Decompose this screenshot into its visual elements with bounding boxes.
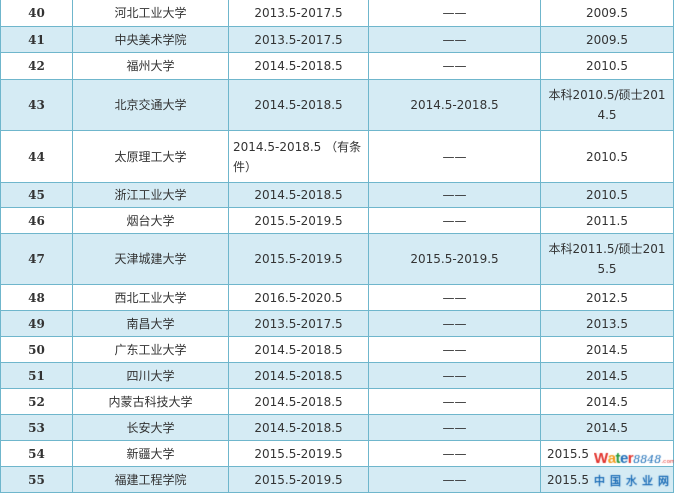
row-number: 55 xyxy=(0,466,73,493)
first-accredited-date: 2009.5 xyxy=(540,26,674,53)
row-number: 51 xyxy=(0,362,73,389)
school-name: 新疆大学 xyxy=(72,440,229,467)
row-number: 50 xyxy=(0,336,73,363)
first-accredited-date: 本科2011.5/硕士2015.5 xyxy=(540,233,674,285)
first-accredited-date: 2012.5 xyxy=(540,284,674,311)
first-accredited-date: 2009.5 xyxy=(540,0,674,27)
accreditation-period: 2015.5-2019.5 xyxy=(228,233,369,285)
graduate-period: —— xyxy=(368,336,541,363)
accreditation-period: 2014.5-2018.5 xyxy=(228,388,369,415)
table-row: 46 烟台大学 2015.5-2019.5 —— 2011.5 xyxy=(0,207,674,234)
row-number: 48 xyxy=(0,284,73,311)
table-row: 54 新疆大学 2015.5-2019.5 —— 2015.5 xyxy=(0,440,674,467)
school-name: 天津城建大学 xyxy=(72,233,229,285)
school-name: 四川大学 xyxy=(72,362,229,389)
graduate-period: —— xyxy=(368,414,541,441)
first-accredited-date: 2013.5 xyxy=(540,310,674,337)
graduate-period: —— xyxy=(368,26,541,53)
accreditation-period: 2016.5-2020.5 xyxy=(228,284,369,311)
accreditation-period: 2014.5-2018.5 xyxy=(228,52,369,80)
table-row: 44 太原理工大学 2014.5-2018.5 （有条件） —— 2010.5 xyxy=(0,130,674,183)
graduate-period: —— xyxy=(368,130,541,183)
school-name: 烟台大学 xyxy=(72,207,229,234)
school-name: 福建工程学院 xyxy=(72,466,229,493)
row-number: 40 xyxy=(0,0,73,27)
table-row: 42 福州大学 2014.5-2018.5 —— 2010.5 xyxy=(0,52,674,80)
school-name: 太原理工大学 xyxy=(72,130,229,183)
table-row: 40 河北工业大学 2013.5-2017.5 —— 2009.5 xyxy=(0,0,674,27)
accreditation-period: 2014.5-2018.5 xyxy=(228,336,369,363)
table-row: 43 北京交通大学 2014.5-2018.5 2014.5-2018.5 本科2010… xyxy=(0,79,674,131)
table-row: 41 中央美术学院 2013.5-2017.5 —— 2009.5 xyxy=(0,26,674,53)
graduate-period: —— xyxy=(368,182,541,208)
first-accredited-date: 2014.5 xyxy=(540,388,674,415)
school-name: 浙江工业大学 xyxy=(72,182,229,208)
table-row: 51 四川大学 2014.5-2018.5 —— 2014.5 xyxy=(0,362,674,389)
first-accredited-date: 2014.5 xyxy=(540,414,674,441)
graduate-period: —— xyxy=(368,440,541,467)
school-name: 北京交通大学 xyxy=(72,79,229,131)
graduate-period: —— xyxy=(368,52,541,80)
row-number: 53 xyxy=(0,414,73,441)
school-name: 长安大学 xyxy=(72,414,229,441)
row-number: 43 xyxy=(0,79,73,131)
accreditation-period: 2015.5-2019.5 xyxy=(228,466,369,493)
school-name: 河北工业大学 xyxy=(72,0,229,27)
accreditation-period: 2015.5-2019.5 xyxy=(228,440,369,467)
row-number: 46 xyxy=(0,207,73,234)
accreditation-period: 2014.5-2018.5 xyxy=(228,414,369,441)
graduate-period: —— xyxy=(368,207,541,234)
table-row: 53 长安大学 2014.5-2018.5 —— 2014.5 xyxy=(0,414,674,441)
row-number: 47 xyxy=(0,233,73,285)
accreditation-period: 2014.5-2018.5 （有条件） xyxy=(228,130,369,183)
first-accredited-date: 2014.5 xyxy=(540,336,674,363)
row-number: 45 xyxy=(0,182,73,208)
table-row: 50 广东工业大学 2014.5-2018.5 —— 2014.5 xyxy=(0,336,674,363)
graduate-period: —— xyxy=(368,362,541,389)
accreditation-period: 2014.5-2018.5 xyxy=(228,182,369,208)
graduate-period: 2015.5-2019.5 xyxy=(368,233,541,285)
graduate-period: —— xyxy=(368,310,541,337)
graduate-period: 2014.5-2018.5 xyxy=(368,79,541,131)
school-name: 内蒙古科技大学 xyxy=(72,388,229,415)
row-number: 52 xyxy=(0,388,73,415)
row-number: 54 xyxy=(0,440,73,467)
school-name: 西北工业大学 xyxy=(72,284,229,311)
first-accredited-date: 本科2010.5/硕士2014.5 xyxy=(540,79,674,131)
graduate-period: —— xyxy=(368,0,541,27)
first-accredited-date: 2010.5 xyxy=(540,130,674,183)
first-accredited-date: 2015.5 xyxy=(540,440,674,467)
table-row: 52 内蒙古科技大学 2014.5-2018.5 —— 2014.5 xyxy=(0,388,674,415)
table-row: 47 天津城建大学 2015.5-2019.5 2015.5-2019.5 本科2011… xyxy=(0,233,674,285)
school-name: 福州大学 xyxy=(72,52,229,80)
first-accredited-date: 2015.5 xyxy=(540,466,674,493)
table-row: 48 西北工业大学 2016.5-2020.5 —— 2012.5 xyxy=(0,284,674,311)
accreditation-period: 2014.5-2018.5 xyxy=(228,362,369,389)
row-number: 42 xyxy=(0,52,73,80)
first-accredited-date: 2010.5 xyxy=(540,182,674,208)
table-row: 49 南昌大学 2013.5-2017.5 —— 2013.5 xyxy=(0,310,674,337)
accreditation-period: 2015.5-2019.5 xyxy=(228,207,369,234)
graduate-period: —— xyxy=(368,388,541,415)
school-name: 南昌大学 xyxy=(72,310,229,337)
table-row: 55 福建工程学院 2015.5-2019.5 —— 2015.5 xyxy=(0,466,674,493)
school-name: 中央美术学院 xyxy=(72,26,229,53)
accreditation-period: 2014.5-2018.5 xyxy=(228,79,369,131)
first-accredited-date: 2014.5 xyxy=(540,362,674,389)
graduate-period: —— xyxy=(368,466,541,493)
accreditation-period: 2013.5-2017.5 xyxy=(228,310,369,337)
graduate-period: —— xyxy=(368,284,541,311)
school-name: 广东工业大学 xyxy=(72,336,229,363)
accreditation-period: 2013.5-2017.5 xyxy=(228,26,369,53)
row-number: 41 xyxy=(0,26,73,53)
row-number: 49 xyxy=(0,310,73,337)
accreditation-period: 2013.5-2017.5 xyxy=(228,0,369,27)
row-number: 44 xyxy=(0,130,73,183)
first-accredited-date: 2011.5 xyxy=(540,207,674,234)
table-row: 45 浙江工业大学 2014.5-2018.5 —— 2010.5 xyxy=(0,182,674,208)
first-accredited-date: 2010.5 xyxy=(540,52,674,80)
